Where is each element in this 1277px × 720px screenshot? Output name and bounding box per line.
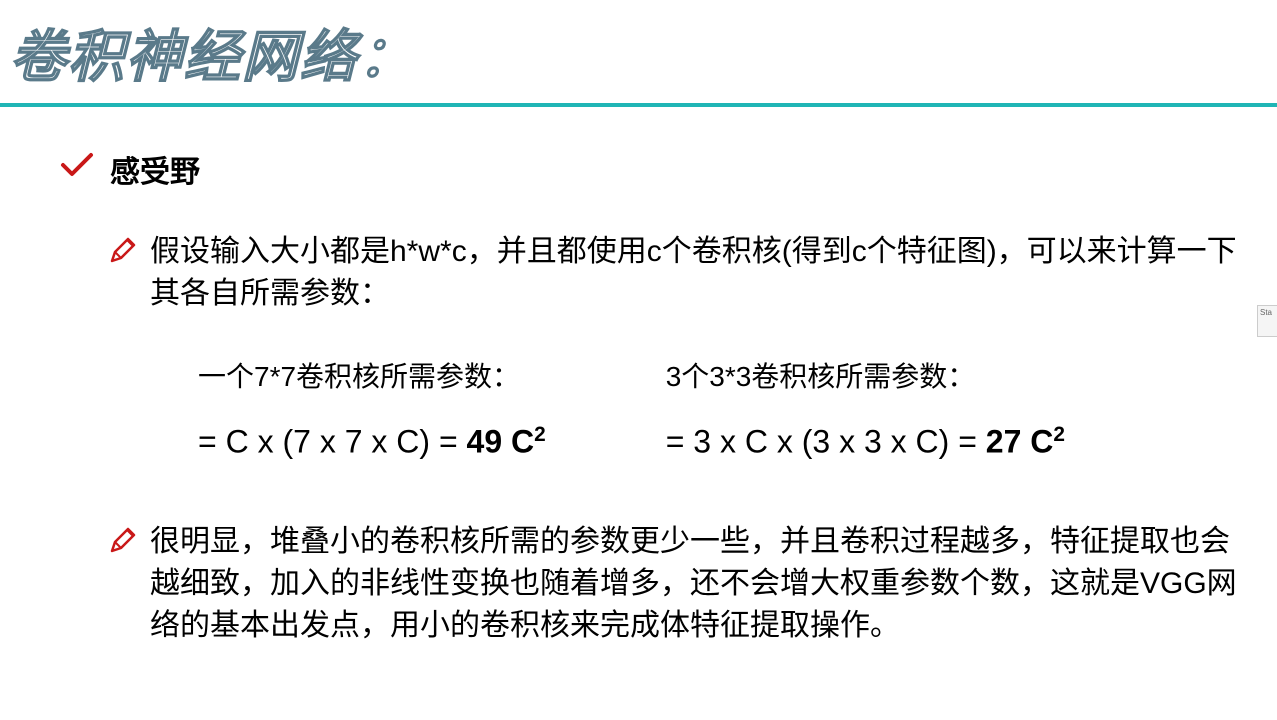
formula-block: 一个7*7卷积核所需参数： = C x (7 x 7 x C) = 49 C2 … (198, 355, 1257, 461)
para-2-row: 很明显，堆叠小的卷积核所需的参数更少一些，并且卷积过程越多，特征提取也会越细致，… (108, 521, 1257, 647)
slide-content: 感受野 假设输入大小都是h*w*c，并且都使用c个卷积核(得到c个特征图)，可以… (0, 107, 1277, 647)
formula-left-exp: 2 (534, 423, 546, 446)
slide-title: 卷积神经网络： (10, 12, 1277, 93)
formula-right-eq: = 3 x C x (3 x 3 x C) = 27 C2 (666, 423, 1065, 461)
formula-left-label: 一个7*7卷积核所需参数： (198, 355, 546, 395)
formula-left-eq: = C x (7 x 7 x C) = 49 C2 (198, 423, 546, 461)
title-area: 卷积神经网络： (0, 0, 1277, 93)
side-widget[interactable]: Sta (1257, 305, 1277, 337)
formula-left: 一个7*7卷积核所需参数： = C x (7 x 7 x C) = 49 C2 (198, 355, 546, 461)
bullet-1-text: 感受野 (110, 147, 200, 191)
formula-left-result: 49 C (467, 424, 535, 460)
check-icon (60, 151, 94, 184)
formula-right-result: 27 C (986, 424, 1054, 460)
side-widget-text: Sta (1260, 308, 1272, 317)
para-1-row: 假设输入大小都是h*w*c，并且都使用c个卷积核(得到c个特征图)，可以来计算一… (108, 231, 1257, 315)
formula-right-prefix: = 3 x C x (3 x 3 x C) = (666, 424, 986, 460)
formula-right-label: 3个3*3卷积核所需参数： (666, 355, 1065, 395)
pencil-icon (108, 237, 136, 270)
pencil-icon (108, 527, 136, 560)
formula-right-exp: 2 (1053, 423, 1065, 446)
para-1-text: 假设输入大小都是h*w*c，并且都使用c个卷积核(得到c个特征图)，可以来计算一… (150, 231, 1257, 315)
indented-content: 假设输入大小都是h*w*c，并且都使用c个卷积核(得到c个特征图)，可以来计算一… (60, 231, 1257, 647)
formula-left-prefix: = C x (7 x 7 x C) = (198, 424, 467, 460)
formula-right: 3个3*3卷积核所需参数： = 3 x C x (3 x 3 x C) = 27… (666, 355, 1065, 461)
bullet-1: 感受野 (60, 147, 1257, 191)
para-2-text: 很明显，堆叠小的卷积核所需的参数更少一些，并且卷积过程越多，特征提取也会越细致，… (150, 521, 1257, 647)
